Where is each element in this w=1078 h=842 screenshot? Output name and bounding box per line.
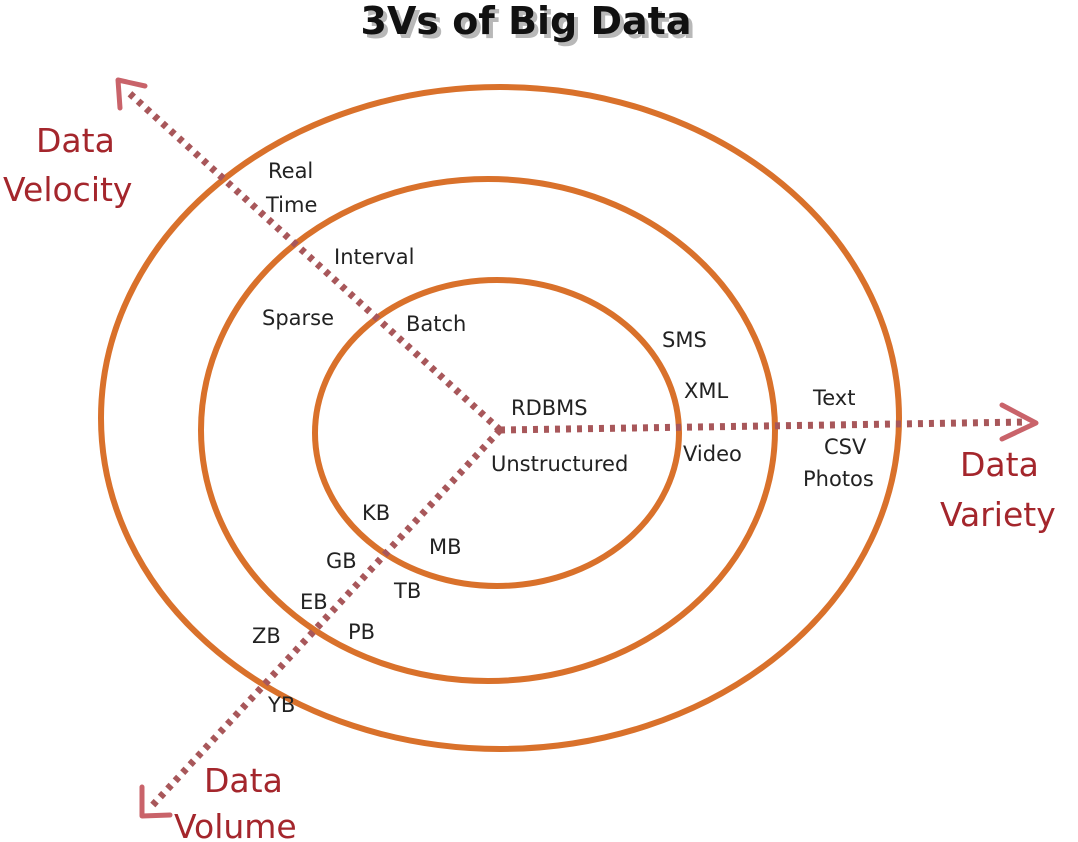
label-text: Text [812, 386, 855, 410]
label-sparse: Sparse [262, 306, 334, 330]
label-sms: SMS [662, 328, 707, 352]
volume-axis-label: Data Volume [174, 761, 297, 842]
label-photos: Photos [803, 467, 874, 491]
label-batch: Batch [406, 312, 466, 336]
variety-axis-label: Data Variety [940, 445, 1056, 534]
velocity-axis [125, 89, 503, 433]
label-eb: EB [300, 590, 328, 614]
label-video: Video [683, 442, 742, 466]
label-yb: YB [267, 693, 295, 717]
label-zb: ZB [252, 624, 281, 648]
volume-axis [147, 427, 503, 811]
outer-ring [98, 84, 902, 752]
velocity-axis-label-line2: Velocity [3, 170, 132, 209]
variety-axis [499, 418, 1029, 434]
label-csv: CSV [824, 435, 867, 459]
variety-arrowhead [999, 402, 1039, 442]
velocity-axis-label-line1: Data [36, 121, 115, 160]
label-interval: Interval [334, 245, 414, 269]
label-mb: MB [429, 535, 462, 559]
label-pb: PB [348, 620, 375, 644]
volume-arrowhead [139, 784, 173, 819]
variety-axis-label-line1: Data [960, 445, 1039, 484]
volume-axis-label-line2: Volume [174, 807, 297, 842]
velocity-axis-label: Data Velocity [3, 121, 132, 209]
label-tb: TB [393, 579, 421, 603]
label-real: Real [268, 159, 313, 183]
label-kb: KB [362, 501, 390, 525]
label-rdbms: RDBMS [511, 396, 588, 420]
volume-axis-label-line1: Data [204, 761, 283, 800]
label-unstructured: Unstructured [491, 452, 628, 476]
diagram-title: 3Vs of Big Data [361, 0, 692, 43]
velocity-arrowhead [115, 77, 148, 111]
title-shadow: 3Vs of Big Data [365, 3, 696, 47]
label-gb: GB [326, 549, 357, 573]
inner-ring [312, 277, 682, 589]
label-xml: XML [684, 379, 729, 403]
variety-axis-label-line2: Variety [940, 495, 1056, 534]
middle-ring [198, 176, 778, 684]
label-time: Time [265, 193, 317, 217]
